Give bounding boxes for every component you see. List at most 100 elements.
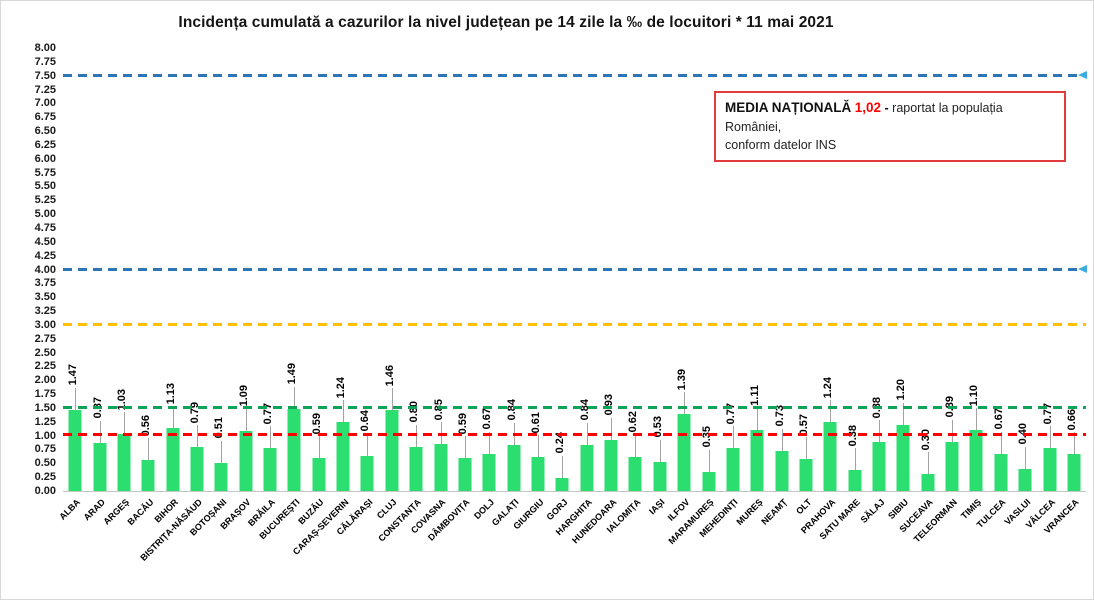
bar-slot-bihor: 1.13 BIHOR xyxy=(152,48,184,525)
value-label: 1.10 xyxy=(968,384,981,407)
value-leader-line xyxy=(148,438,150,460)
category-label: IAȘI xyxy=(647,497,667,517)
value-leader-line xyxy=(343,400,345,423)
value-leader-line xyxy=(75,387,77,410)
value-label: 0.64 xyxy=(359,410,372,432)
bar-slot-tulcea: 0.67 TULCEA xyxy=(975,48,1013,529)
y-axis-tick-label: 0.00 xyxy=(34,485,56,497)
value-leader-line xyxy=(1000,431,1002,454)
national-average-value: 1,02 xyxy=(854,100,882,115)
bar xyxy=(434,443,448,491)
value-leader-line xyxy=(391,388,393,411)
value-label: 0.59 xyxy=(456,412,469,435)
bar-slot-arad: 0.87ARAD xyxy=(81,48,111,522)
bar-slot-dolj: 0.67 DOLJ xyxy=(472,48,501,521)
value-leader-line xyxy=(367,433,369,456)
bar-slot-argeș: 1.03 ARGEȘ xyxy=(101,48,136,527)
value-label: 0.84 xyxy=(505,399,518,421)
value-label: 0.61 xyxy=(530,411,542,434)
value-label: 1.39 xyxy=(676,368,689,391)
bar xyxy=(239,430,253,491)
value-leader-line xyxy=(732,426,734,449)
value-label: 0.66 xyxy=(1065,409,1078,431)
national-average-label: MEDIA NAȚIONALĂ xyxy=(725,100,852,115)
bar xyxy=(848,469,862,491)
reference-line-3 xyxy=(63,323,1086,327)
reference-line-1.02 xyxy=(63,433,1086,437)
y-axis: 0.00 0.25 0.50 0.75 1.00 1.25 1.50 1.75 2.00 2.25… xyxy=(1,1,56,601)
value-leader-line xyxy=(221,440,223,463)
category-label: NEAMȚ xyxy=(758,497,789,527)
y-axis-tick-label: 2.75 xyxy=(34,332,56,345)
plot-area: 1.47 ALBA0.87ARAD1.03ARGEȘ0.56BACĂU1.13BI… xyxy=(58,48,1087,563)
bar xyxy=(750,429,764,491)
value-leader-line xyxy=(903,402,905,425)
bar-slot-timiș: 1.10 TIMIȘ xyxy=(960,48,988,521)
y-axis-tick-label: 4.50 xyxy=(34,235,56,248)
bar xyxy=(141,460,155,491)
value-label: 1.46 xyxy=(383,364,396,387)
value-label: 1.49 xyxy=(286,363,299,385)
bar-slot-alba: 1.47 ALBA xyxy=(58,48,87,522)
reference-line-7.5 xyxy=(63,71,1087,80)
y-axis-tick-label: 8.00 xyxy=(34,42,56,54)
bar xyxy=(190,447,204,491)
value-label: 0.79 xyxy=(188,401,201,424)
national-average-description: raportat la populația României, xyxy=(725,101,1003,134)
bar xyxy=(823,422,837,491)
bar-slot-hunedoara: 0.93 HUNEDOARA xyxy=(570,48,623,545)
value-label: 1.09 xyxy=(237,385,250,407)
y-axis-tick-label: 2.00 xyxy=(34,374,56,387)
bar-slot-brașov: 1.09 BRAȘOV xyxy=(218,48,258,531)
value-leader-line xyxy=(270,426,272,449)
category-label: MUREȘ xyxy=(734,497,765,528)
bar-slot-prahova: 1.24 PRAHOVA xyxy=(799,48,842,536)
national-average-box: MEDIA NAȚIONALĂ 1,02 - raportat la popul… xyxy=(714,91,1066,162)
bar xyxy=(507,444,521,491)
bar-slot-covasna: 0.85COVASNA xyxy=(409,48,452,536)
bar xyxy=(93,442,107,491)
value-leader-line xyxy=(294,386,296,409)
value-leader-line xyxy=(123,411,125,434)
value-leader-line xyxy=(245,408,247,431)
bar xyxy=(166,428,180,491)
value-leader-line xyxy=(879,420,881,443)
y-axis-tick-label: 4.25 xyxy=(34,249,56,262)
y-axis-tick-label: 1.75 xyxy=(34,388,56,401)
y-axis-tick-label: 6.50 xyxy=(34,125,56,138)
value-leader-line xyxy=(684,392,686,415)
reference-line-arrow-icon xyxy=(1078,71,1087,80)
bar-slot-vrancea: 0.66 VRANCEA xyxy=(1042,48,1086,536)
value-label: 0.80 xyxy=(408,401,421,423)
value-leader-line xyxy=(196,425,198,448)
value-leader-line xyxy=(805,437,807,460)
bar-slot-sibiu: 1.20 SIBIU xyxy=(886,48,915,521)
y-axis-tick-label: 5.75 xyxy=(34,166,56,179)
bar xyxy=(555,477,569,491)
bar xyxy=(409,446,423,491)
bar-slot-suceava: 0.30 SUCEAVA xyxy=(898,48,940,534)
bar-slot-mureș: 1.11 MUREȘ xyxy=(734,48,769,527)
value-leader-line xyxy=(854,447,856,470)
value-leader-line xyxy=(659,439,661,462)
value-leader-line xyxy=(172,406,174,429)
x-axis-baseline xyxy=(63,491,1086,492)
bar xyxy=(945,441,959,491)
bar xyxy=(653,461,667,491)
y-axis-tick-label: 7.00 xyxy=(34,97,56,110)
y-axis-tick-label: 3.00 xyxy=(34,318,56,331)
bar-slot-bacău: 0.56 BACĂU xyxy=(125,48,160,527)
bar xyxy=(580,444,594,491)
bar-slot-iași: 0.53 IAȘI xyxy=(647,48,672,516)
bar xyxy=(994,453,1008,491)
y-axis-tick-label: 5.00 xyxy=(34,208,56,221)
reference-line-arrow-icon xyxy=(1078,265,1087,273)
value-leader-line xyxy=(927,452,929,475)
value-leader-line xyxy=(757,407,759,430)
bar-slot-olt: 0.57 OLT xyxy=(794,48,818,516)
reference-line-1.5 xyxy=(63,406,1086,410)
value-label: 0.62 xyxy=(627,411,640,433)
category-label: ARGEȘ xyxy=(101,497,131,527)
reference-line-4 xyxy=(63,265,1087,273)
